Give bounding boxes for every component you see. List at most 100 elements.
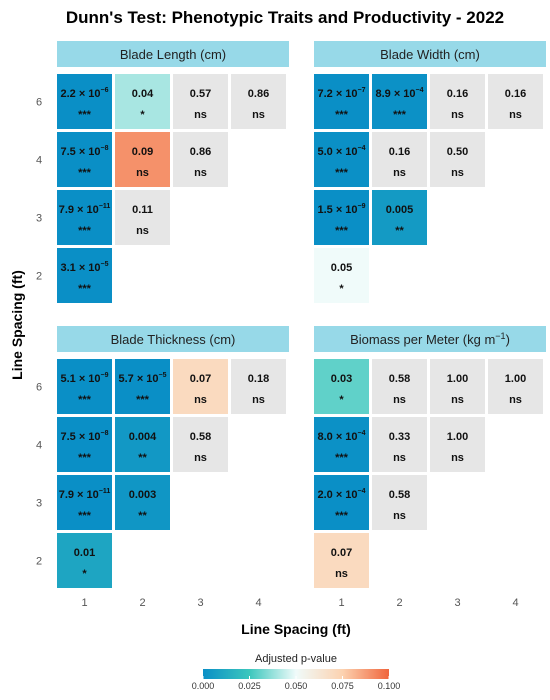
cell-significance: ns [451,109,464,121]
y-tick-label: 6 [36,382,42,394]
heatmap-cell: 0.86 ns [173,132,228,187]
cell-exponent: −8 [101,430,109,437]
cell-fill [488,359,543,414]
cell-fill [314,475,369,530]
cell-p-value: 7.5 × 10−8 [60,430,108,443]
heatmap-cell: 0.07 ns [173,359,228,414]
y-tick-label: 2 [36,271,42,283]
cell-significance: *** [335,452,349,464]
cell-significance: ** [395,225,404,237]
heatmap-cell: 7.5 × 10−8 *** [57,417,112,472]
heatmap-cell: 8.9 × 10−4 *** [372,74,427,129]
cell-fill [173,417,228,472]
cell-p-value: 0.04 [132,88,154,100]
cell-p-value: 8.9 × 10−4 [375,87,423,100]
heatmap-cell: 8.0 × 10−4 *** [314,417,369,472]
cell-significance: *** [393,109,407,121]
cell-exponent: −9 [358,203,366,210]
cell-fill [173,359,228,414]
cell-fill [314,417,369,472]
cell-significance: *** [335,109,349,121]
cell-p-value: 0.11 [132,204,153,216]
cell-fill [314,248,369,303]
cell-exponent: −5 [101,261,109,268]
cell-significance: *** [78,109,92,121]
cell-exponent: −4 [358,488,366,495]
heatmap-cell: 0.18 ns [231,359,286,414]
cell-significance: ns [194,109,207,121]
cell-fill [314,533,369,588]
cell-p-value: 0.16 [389,146,410,158]
cell-p-value: 7.9 × 10−11 [59,488,111,501]
cell-fill [488,74,543,129]
legend-tick-label: 0.075 [331,681,354,691]
cell-significance: ns [136,225,149,237]
cell-fill [57,132,112,187]
cell-p-value: 0.03 [331,373,352,385]
legend-tick-label: 0.025 [238,681,261,691]
cell-significance: ** [138,452,147,464]
chart-title: Dunn's Test: Phenotypic Traits and Produ… [66,8,504,27]
x-tick-label: 1 [81,597,87,609]
cell-significance: ns [252,394,265,406]
cell-fill [57,74,112,129]
cell-fill [173,132,228,187]
cell-fill [57,475,112,530]
cell-fill [372,190,427,245]
heatmap-cell: 0.57 ns [173,74,228,129]
heatmap-cell: 3.1 × 10−5 *** [57,248,112,303]
cell-significance: *** [78,283,92,295]
cell-significance: * [140,109,145,121]
panel-title: Blade Width (cm) [380,47,480,62]
cell-significance: *** [335,510,349,522]
cell-exponent: −4 [416,87,424,94]
heatmap-cell: 0.58 ns [372,359,427,414]
cell-exponent: −6 [101,87,109,94]
cell-fill [314,359,369,414]
heatmap-cell: 0.33 ns [372,417,427,472]
heatmap-cell: 0.004 ** [115,417,170,472]
cell-fill [57,248,112,303]
heatmap-cell: 0.04 * [115,74,170,129]
panel-title: Blade Thickness (cm) [111,332,236,347]
cell-exponent: −4 [358,145,366,152]
cell-p-value: 0.003 [129,489,157,501]
panel-strip [314,41,546,67]
panel-strip [57,326,289,352]
cell-significance: *** [78,510,92,522]
color-legend: Adjusted p-value 0.000 0.025 0.050 0.075 0.10… [192,653,401,691]
cell-significance: ns [194,167,207,179]
cell-p-value: 8.0 × 10−4 [317,430,365,443]
panel-title: Biomass per Meter (kg m−1) [350,331,510,347]
cell-p-value: 1.00 [505,373,526,385]
cell-significance: * [339,394,344,406]
cell-p-value: 1.00 [447,373,468,385]
cell-p-value: 0.18 [248,373,269,385]
cell-fill [173,74,228,129]
heatmap-cell: 5.0 × 10−4 *** [314,132,369,187]
cell-p-value: 0.09 [132,146,153,158]
cell-p-value: 0.58 [389,489,410,501]
cell-significance: ns [136,167,149,179]
cell-significance: ns [252,109,265,121]
cell-significance: ns [451,452,464,464]
panel-2: Blade Width (cm) 7.2 × 10−7 *** 8.9 × 10−4 *… [314,41,546,303]
cell-p-value: 3.1 × 10−5 [60,261,108,274]
y-axis-title: Line Spacing (ft) [9,270,25,380]
heatmap-cell: 0.03 * [314,359,369,414]
cell-p-value: 5.0 × 10−4 [317,145,365,158]
cell-significance: ns [451,167,464,179]
y-tick-label: 4 [36,155,42,167]
legend-tick-label: 0.000 [192,681,215,691]
cell-fill [231,74,286,129]
legend-color-bar [203,669,389,679]
cell-fill [372,359,427,414]
y-tick-label: 3 [36,498,42,510]
cell-fill [115,359,170,414]
cell-p-value: 0.01 [74,547,95,559]
cell-significance: ns [393,394,406,406]
cell-fill [314,132,369,187]
cell-p-value: 7.2 × 10−7 [317,87,365,100]
